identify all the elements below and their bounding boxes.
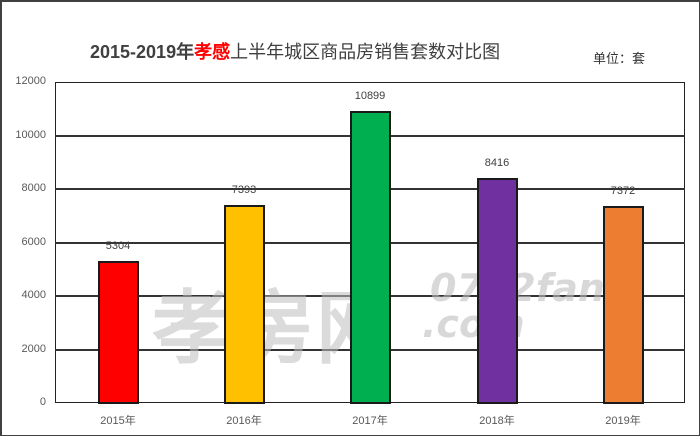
title-prefix: 2015-2019年 — [90, 42, 195, 62]
bar-2018年 — [477, 177, 518, 404]
bar-2015年 — [98, 261, 139, 404]
data-label: 5304 — [105, 240, 131, 253]
y-tick-label: 6000 — [21, 235, 46, 248]
bar-2016年 — [224, 205, 265, 404]
y-tick-label: 10000 — [15, 128, 46, 141]
x-tick-label: 2017年 — [352, 415, 388, 427]
title-suffix: 上半年城区商品房销售套数对比图 — [230, 42, 501, 62]
x-tick-label: 2016年 — [226, 415, 262, 427]
chart-title: 2015-2019年孝感上半年城区商品房销售套数对比图 — [90, 38, 500, 64]
unit-label: 单位：套 — [593, 52, 646, 67]
title-highlight: 孝感 — [194, 42, 231, 62]
x-tick-label: 2015年 — [100, 415, 136, 427]
bar-2019年 — [603, 205, 644, 404]
data-label: 10899 — [354, 90, 386, 103]
x-tick-label: 2018年 — [479, 415, 515, 427]
y-tick-label: 0 — [39, 396, 46, 408]
data-label: 7393 — [231, 184, 257, 197]
data-label: 8416 — [484, 156, 510, 169]
x-tick-label: 2019年 — [605, 415, 641, 427]
bar-2017年 — [350, 111, 391, 404]
data-label: 7372 — [610, 184, 636, 197]
y-tick-label: 12000 — [15, 75, 46, 87]
y-tick-label: 4000 — [21, 289, 46, 301]
y-tick-label: 8000 — [21, 182, 46, 194]
y-tick-label: 2000 — [21, 342, 46, 355]
